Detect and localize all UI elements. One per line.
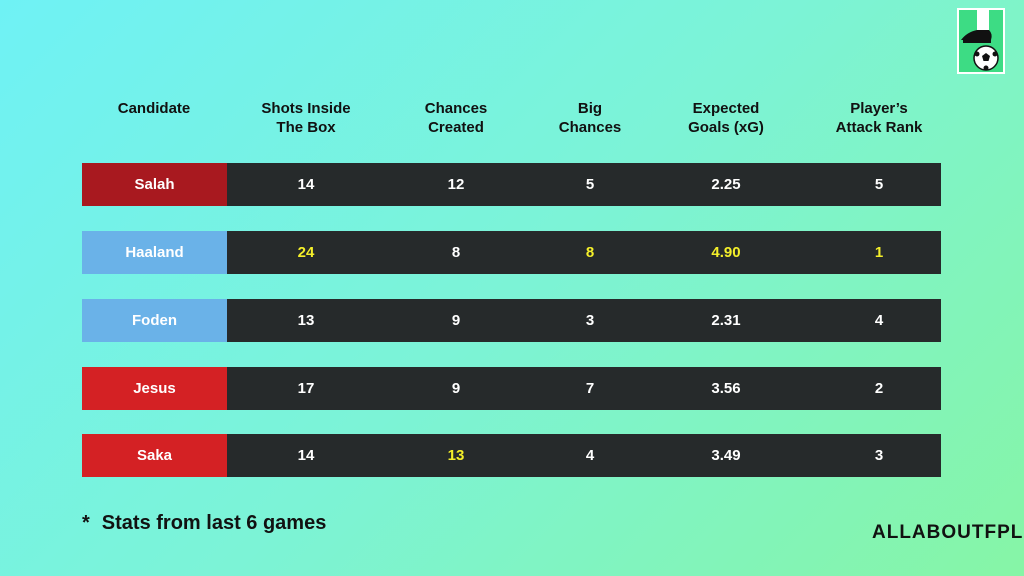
table-cell: 4.90 [711, 244, 741, 261]
boot-and-ball-icon [959, 10, 1003, 72]
table-header: Candidate Shots Inside The Box Chances Cre… [82, 99, 942, 139]
table-cell: 13 [297, 312, 315, 329]
candidate-name: Foden [82, 299, 227, 342]
column-header: Shots Inside The Box [261, 100, 351, 136]
table-cell: 9 [451, 312, 461, 329]
column-header: Chances Created [424, 100, 488, 136]
table-row: Jesus 17 9 7 3.56 2 [82, 367, 941, 410]
brand-wordmark: ALLABOUTFPL [872, 522, 1024, 543]
table-cell: 5 [585, 176, 595, 193]
table-cell: 17 [297, 380, 315, 397]
table-cell: 12 [447, 176, 465, 193]
table-cell: 9 [451, 380, 461, 397]
candidate-name: Haaland [82, 231, 227, 274]
table-cell: 4 [874, 312, 884, 329]
table-cell: 3.49 [711, 447, 741, 464]
column-header: Expected Goals (xG) [688, 100, 764, 136]
candidate-name: Saka [82, 434, 227, 477]
table-cell: 2.31 [711, 312, 741, 329]
table-cell: 8 [585, 244, 595, 261]
table-row: Saka 14 13 4 3.49 3 [82, 434, 941, 477]
table-row: Haaland 24 8 8 4.90 1 [82, 231, 941, 274]
column-header: Big Chances [558, 100, 622, 136]
table-cell: 14 [297, 176, 315, 193]
table-cell: 4 [585, 447, 595, 464]
table-cell: 14 [297, 447, 315, 464]
table-cell: 3 [585, 312, 595, 329]
table-cell: 5 [874, 176, 884, 193]
table-cell: 24 [297, 244, 315, 261]
table-cell: 3 [874, 447, 884, 464]
footnote-star: * [82, 512, 90, 534]
table-cell: 7 [585, 380, 595, 397]
table-cell: 1 [874, 244, 884, 261]
table-row: Foden 13 9 3 2.31 4 [82, 299, 941, 342]
table-cell: 8 [451, 244, 461, 261]
table-cell: 2 [874, 380, 884, 397]
candidate-name: Jesus [82, 367, 227, 410]
table-cell: 13 [447, 447, 465, 464]
column-header: Player’s Attack Rank [835, 100, 923, 136]
table-cell: 2.25 [711, 176, 741, 193]
footnote-text: Stats from last 6 games [101, 512, 327, 534]
table-cell: 3.56 [711, 380, 741, 397]
footnote: * Stats from last 6 games [82, 512, 326, 535]
table-row: Salah 14 12 5 2.25 5 [82, 163, 941, 206]
candidate-name: Salah [82, 163, 227, 206]
column-header: Candidate [117, 100, 191, 117]
brand-logo [957, 8, 1005, 74]
